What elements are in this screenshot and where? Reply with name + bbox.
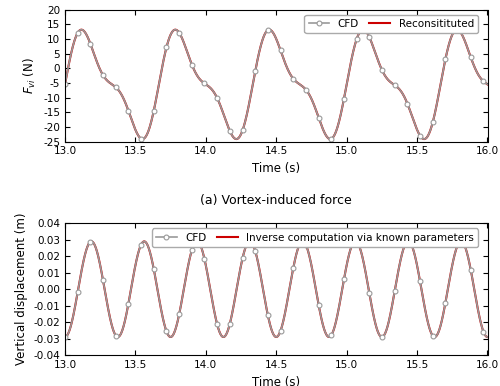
Inverse computation via known parameters [268,324,274,328]
Reconsitituted [472,67,478,72]
Reconsitituted [472,67,478,71]
CFD [256,49,262,53]
CFD [62,82,68,87]
Inverse computation via known parameters [472,293,478,297]
CFD [62,335,68,339]
CFD [484,335,490,339]
CFD [472,67,478,72]
CFD [328,137,334,141]
CFD [405,239,411,244]
Inverse computation via known parameters [394,272,400,277]
CFD [268,324,274,328]
Reconsitituted [395,86,401,90]
Inverse computation via known parameters [484,335,490,339]
Inverse computation via known parameters [256,266,262,271]
CFD [256,266,262,271]
Text: (a) Vortex-induced force: (a) Vortex-induced force [200,194,352,207]
Reconsitituted [256,49,262,53]
Line: Inverse computation via known parameters: Inverse computation via known parameters [65,241,488,337]
Line: CFD: CFD [62,239,490,339]
Inverse computation via known parameters [405,239,411,244]
Inverse computation via known parameters [472,294,478,298]
CFD [472,294,478,298]
Reconsitituted [62,82,68,87]
CFD [172,27,178,32]
CFD [268,28,274,32]
Inverse computation via known parameters [62,335,68,339]
Reconsitituted [84,32,89,37]
Y-axis label: Vertical displacement (m): Vertical displacement (m) [15,213,28,366]
Legend: CFD, Inverse computation via known parameters: CFD, Inverse computation via known param… [152,229,478,247]
CFD [472,293,478,297]
X-axis label: Time (s): Time (s) [252,162,300,175]
CFD [394,272,400,277]
CFD [84,247,89,251]
Y-axis label: $F_{vi}$ (N): $F_{vi}$ (N) [22,57,38,94]
Reconsitituted [484,82,490,87]
CFD [84,32,89,37]
X-axis label: Time (s): Time (s) [252,376,300,386]
Line: CFD: CFD [62,27,490,142]
CFD [472,67,478,71]
Reconsitituted [328,137,334,141]
Inverse computation via known parameters [84,247,89,251]
Line: Reconsitituted: Reconsitituted [65,30,488,139]
Legend: CFD, Reconsitituted: CFD, Reconsitituted [304,15,478,33]
CFD [484,82,490,87]
Reconsitituted [172,27,178,32]
CFD [395,86,401,90]
Reconsitituted [268,28,274,32]
